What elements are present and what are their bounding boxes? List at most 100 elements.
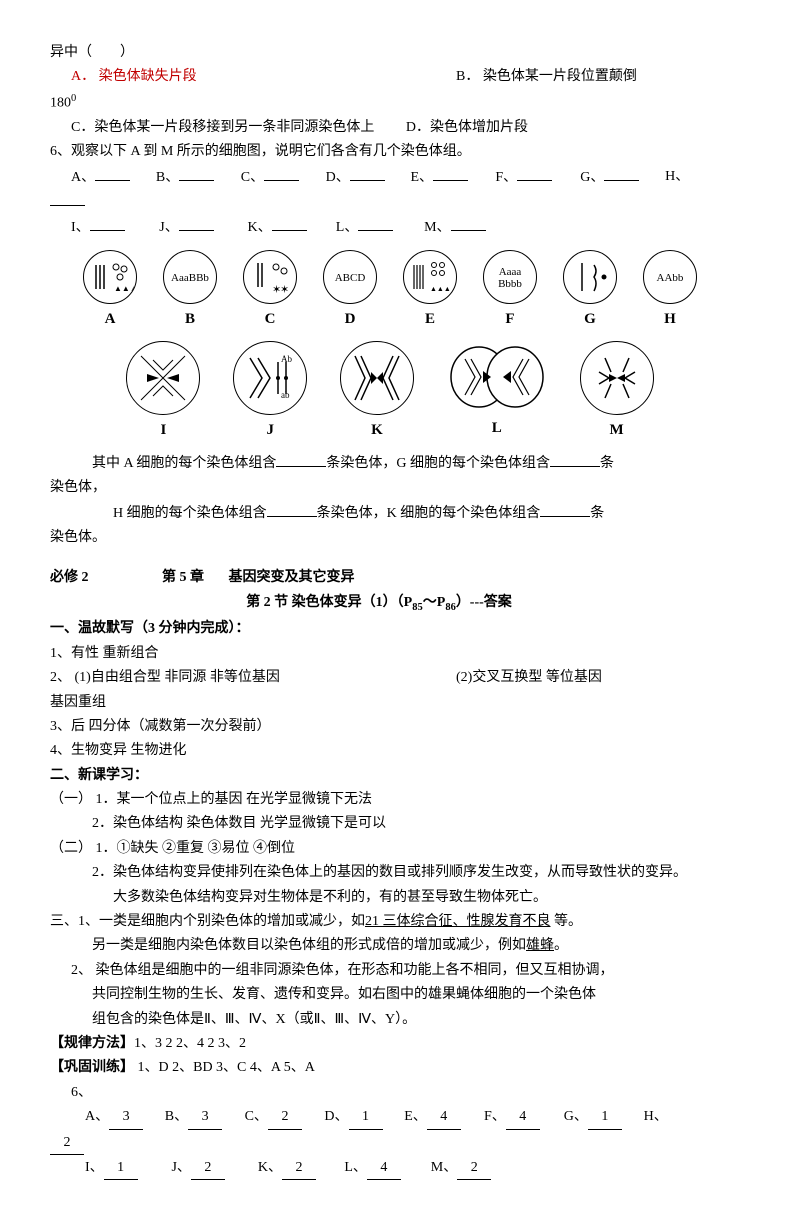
cell-label-g: G bbox=[584, 307, 596, 331]
blank[interactable] bbox=[550, 452, 600, 467]
blank[interactable] bbox=[50, 191, 85, 206]
t: L、 bbox=[344, 1160, 367, 1175]
blank[interactable] bbox=[350, 166, 385, 181]
ans: 2 bbox=[50, 1132, 84, 1155]
t: K、 bbox=[258, 1160, 282, 1175]
svg-text:AAbb: AAbb bbox=[657, 272, 684, 284]
blank[interactable] bbox=[272, 216, 307, 231]
blank[interactable] bbox=[433, 166, 468, 181]
t: 条 bbox=[590, 506, 604, 521]
cell-l: L bbox=[447, 341, 547, 442]
blank[interactable] bbox=[179, 166, 214, 181]
options-cd: C．染色体某一片段移接到另一条非同源染色体上 D．染色体增加片段 bbox=[71, 117, 750, 139]
t: 【规律方法】 bbox=[50, 1036, 134, 1051]
p2-1-1: （一） 1．某一个位点上的基因 在光学显微镜下无法 bbox=[50, 789, 750, 811]
blank[interactable] bbox=[267, 502, 317, 517]
blank[interactable] bbox=[517, 166, 552, 181]
cell-k: K bbox=[340, 341, 414, 442]
ans: 4 bbox=[367, 1157, 401, 1180]
cell-label-d: D bbox=[345, 307, 356, 331]
lbl-f: F、 bbox=[495, 167, 517, 189]
blank[interactable] bbox=[264, 166, 299, 181]
svg-text:✶: ✶ bbox=[280, 284, 289, 296]
option-b-suffix: 1800 bbox=[50, 91, 750, 115]
t: I、 bbox=[85, 1160, 104, 1175]
p2-2-3: 大多数染色体结构变异对生物体是不利的，有的甚至导致生物体死亡。 bbox=[113, 887, 750, 909]
t: 条染色体，G 细胞的每个染色体组含 bbox=[326, 456, 550, 471]
ans: 3 bbox=[188, 1106, 222, 1129]
lbl-m: M、 bbox=[424, 217, 450, 239]
p3-2c: 组包含的染色体是Ⅱ、Ⅲ、Ⅳ、X（或Ⅱ、Ⅲ、Ⅳ、Y）。 bbox=[92, 1009, 750, 1031]
blank[interactable] bbox=[540, 502, 590, 517]
ans: 4 bbox=[427, 1106, 461, 1129]
fill-line-2: 染色体， bbox=[50, 477, 750, 499]
t: 条 bbox=[600, 456, 614, 471]
lbl-l: L、 bbox=[336, 217, 359, 239]
blank[interactable] bbox=[604, 166, 639, 181]
p1-1: 1、有性 重新组合 bbox=[50, 643, 750, 665]
t: 第 2 节 染色体变异（1）（P bbox=[246, 595, 412, 610]
cell-label-m: M bbox=[609, 418, 623, 442]
p3-2b: 共同控制生物的生长、发育、遗传和变异。如右图中的雄果蝇体细胞的一个染色体 bbox=[92, 984, 750, 1006]
blank[interactable] bbox=[179, 216, 214, 231]
answers-row-1: A、3 B、3 C、2 D、1 E、4 F、4 G、1 H、 bbox=[85, 1106, 750, 1129]
ans: 2 bbox=[457, 1157, 491, 1180]
blank-h-line bbox=[50, 191, 750, 214]
cell-label-h: H bbox=[664, 307, 676, 331]
t: 。 bbox=[554, 938, 568, 953]
cell-label-b: B bbox=[185, 307, 195, 331]
t: M、 bbox=[431, 1160, 457, 1175]
cell-h: AAbb H bbox=[643, 250, 697, 331]
t: 另一类是细胞内染色体数目以染色体组的形式成倍的增加或减少，例如 bbox=[92, 938, 526, 953]
ans: 2 bbox=[282, 1157, 316, 1180]
part1-heading: 一、温故默写（3 分钟内完成）： bbox=[50, 618, 750, 640]
rules: 【规律方法】1、3 2 2、4 2 3、2 bbox=[50, 1033, 750, 1055]
cell-b-text: AaaBBb bbox=[171, 272, 209, 284]
t: 必修 2 bbox=[50, 570, 89, 585]
cell-label-j: J bbox=[266, 418, 274, 442]
blank[interactable] bbox=[451, 216, 486, 231]
cell-f: Aaaa Bbbb F bbox=[483, 250, 537, 331]
svg-text:▲▲▲: ▲▲▲ bbox=[114, 284, 137, 293]
t: 1、D 2、BD 3、C 4、A 5、A bbox=[134, 1060, 315, 1075]
blank[interactable] bbox=[90, 216, 125, 231]
blank[interactable] bbox=[276, 452, 326, 467]
cell-d: ABCD D bbox=[323, 250, 377, 331]
section-sub: 第 2 节 染色体变异（1）（P85～P86）---答案 bbox=[8, 592, 750, 617]
t: 基因突变及其它变异 bbox=[229, 570, 355, 585]
blank[interactable] bbox=[95, 166, 130, 181]
fill-line-1: 其中 A 细胞的每个染色体组含条染色体，G 细胞的每个染色体组含条 bbox=[92, 452, 750, 475]
ans: 3 bbox=[109, 1106, 143, 1129]
ans: 1 bbox=[588, 1106, 622, 1129]
cell-i: I bbox=[126, 341, 200, 442]
blanks-row-2: I、 J、 K、 L、 M、 bbox=[71, 216, 750, 239]
svg-text:ab: ab bbox=[281, 390, 290, 400]
p1-3: 3、后 四分体（减数第一次分裂前） bbox=[50, 716, 750, 738]
t: 三、1、一类是细胞内个别染色体的增加或减少，如 bbox=[50, 914, 365, 929]
ans: 4 bbox=[506, 1106, 540, 1129]
p3-2a: 2、 染色体组是细胞中的一组非同源染色体，在形态和功能上各不相同，但又互相协调， bbox=[71, 960, 750, 982]
t: B、 bbox=[165, 1109, 188, 1124]
lbl-k: K、 bbox=[248, 217, 272, 239]
cell-label-i: I bbox=[160, 418, 166, 442]
section-header: 必修 2 第 5 章 基因突变及其它变异 bbox=[50, 567, 750, 589]
t: (2)交叉互换型 等位基因 bbox=[456, 667, 602, 689]
cell-diagrams-row1: ▲▲▲ A AaaBBb B ✶✶ C ABCD D ▲▲▲▲ E bbox=[70, 250, 710, 331]
cell-j: Abab J bbox=[233, 341, 307, 442]
part2-heading: 二、新课学习： bbox=[50, 765, 750, 787]
lbl-h: H、 bbox=[665, 166, 689, 188]
t: H 细胞的每个染色体组含 bbox=[113, 506, 267, 521]
svg-text:▲▲▲▲: ▲▲▲▲ bbox=[430, 285, 457, 293]
lbl-i: I、 bbox=[71, 217, 90, 239]
option-d: D．染色体增加片段 bbox=[406, 120, 528, 135]
ans: 1 bbox=[349, 1106, 383, 1129]
q6-text: 6、观察以下 A 到 M 所示的细胞图，说明它们各含有几个染色体组。 bbox=[50, 141, 750, 163]
lbl-c: C、 bbox=[241, 167, 264, 189]
p2-1-2: 2．染色体结构 染色体数目 光学显微镜下是可以 bbox=[92, 813, 750, 835]
options-ab: A． 染色体缺失片段 B． 染色体某一片段位置颠倒 bbox=[50, 66, 750, 88]
lbl-e: E、 bbox=[411, 167, 434, 189]
p3-1b: 另一类是细胞内染色体数目以染色体组的形式成倍的增加或减少，例如雄蜂。 bbox=[92, 935, 750, 957]
exp-0: 0 bbox=[71, 93, 76, 104]
blank[interactable] bbox=[358, 216, 393, 231]
fill-line-4: 染色体。 bbox=[50, 527, 750, 549]
